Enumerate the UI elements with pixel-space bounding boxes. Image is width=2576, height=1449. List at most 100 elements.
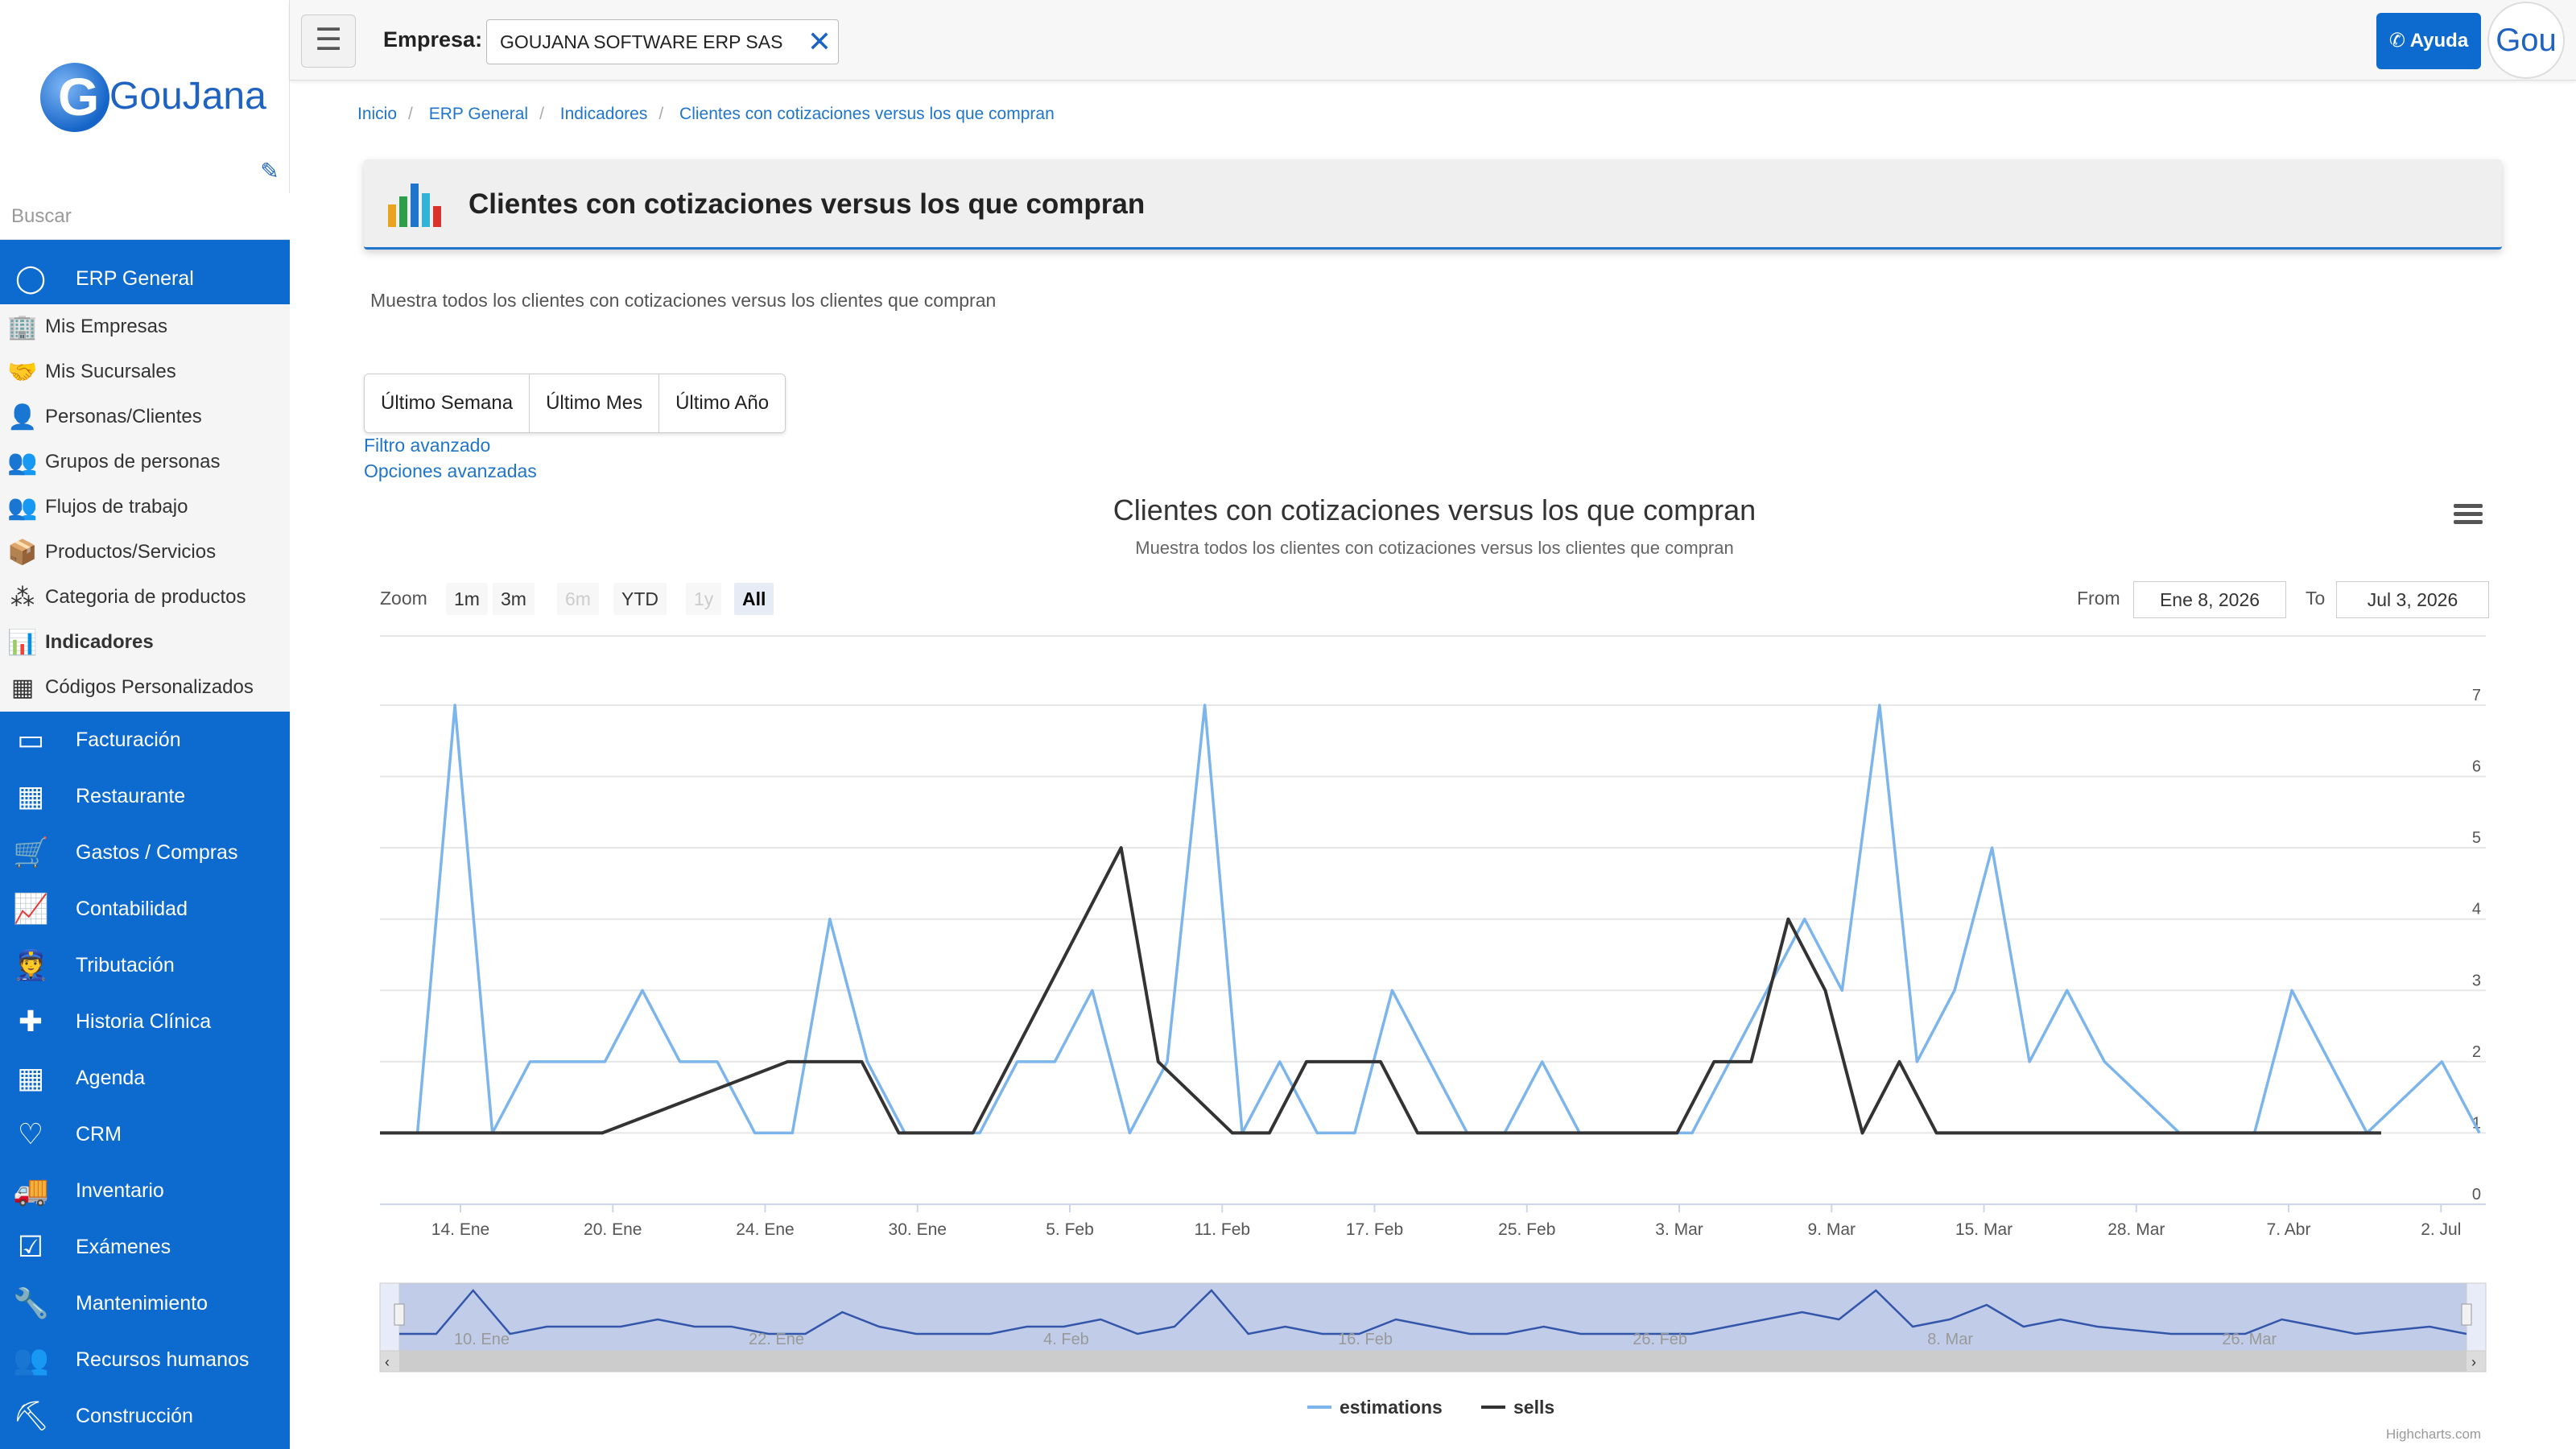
people-icon: 👥 <box>13 1343 49 1376</box>
y-tick-label: 6 <box>2472 758 2481 776</box>
sidebar-item-contabilidad[interactable]: 📈 Contabilidad <box>0 881 290 937</box>
zoom-1m-button[interactable]: 1m <box>446 583 488 615</box>
empresa-label: Empresa: <box>383 27 483 52</box>
x-tick-label: 20. Ene <box>584 1220 642 1239</box>
navigator-label: 10. Ene <box>454 1331 510 1348</box>
last-month-button[interactable]: Último Mes <box>530 374 660 432</box>
navigator-handle-left <box>394 1303 405 1326</box>
x-tick-label: 25. Feb <box>1498 1220 1555 1239</box>
chart-container: Clientes con cotizaciones versus los que… <box>364 480 2492 1449</box>
sidebar-item-label: Inventario <box>76 1179 164 1202</box>
sidebar-item-agenda[interactable]: ▦ Agenda <box>0 1050 290 1106</box>
calendar-icon: ▦ <box>16 1061 44 1094</box>
chart-menu-icon[interactable] <box>2452 501 2484 528</box>
navigator-label: 26. Feb <box>1633 1331 1687 1348</box>
clear-icon[interactable]: ✕ <box>807 25 832 58</box>
advanced-options-link[interactable]: Opciones avanzadas <box>364 460 537 481</box>
sidebar-item-label: Facturación <box>76 728 181 751</box>
x-tick-label: 24. Ene <box>736 1220 794 1239</box>
zoom-6m-button[interactable]: 6m <box>557 583 599 615</box>
advanced-filter-link[interactable]: Filtro avanzado <box>364 435 491 456</box>
sidebar-item-c-digos-personalizados[interactable]: ▦ Códigos Personalizados <box>0 665 290 710</box>
scroll-right-arrow: › <box>2471 1354 2476 1370</box>
sidebar-item-label: Gastos / Compras <box>76 840 238 864</box>
chart-credits[interactable]: Highcharts.com <box>2386 1426 2482 1442</box>
x-tick-label: 7. Abr <box>2267 1220 2311 1239</box>
sidebar-section-erp-general[interactable]: ◯ ERP General <box>0 251 290 306</box>
sidebar-item-inventario[interactable]: 🚚 Inventario <box>0 1162 290 1219</box>
sidebar-item-mis-empresas[interactable]: 🏢 Mis Empresas <box>0 304 290 349</box>
sidebar-item-historia-cl-nica[interactable]: ✚ Historia Clínica <box>0 993 290 1050</box>
sidebar-item-recursos-humanos[interactable]: 👥 Recursos humanos <box>0 1331 290 1388</box>
sidebar-item-crm[interactable]: ♡ CRM <box>0 1106 290 1162</box>
last-week-button[interactable]: Último Semana <box>365 374 530 432</box>
sidebar-item-restaurante[interactable]: ▦ Restaurante <box>0 768 290 824</box>
check-square-icon: ☑ <box>17 1230 44 1263</box>
person-icon: 👤 <box>7 403 38 431</box>
avatar[interactable]: Gou <box>2487 2 2565 79</box>
sidebar-item-label: Mantenimiento <box>76 1291 208 1315</box>
chart-subtitle: Muestra todos los clientes con cotizacio… <box>1135 538 1733 558</box>
navigator-selection <box>398 1282 2467 1352</box>
breadcrumb-inicio[interactable]: Inicio <box>357 105 398 123</box>
sidebar-item-label: Flujos de trabajo <box>45 496 188 518</box>
tree-icon: ⁂ <box>10 584 35 611</box>
x-tick-label: 9. Mar <box>1808 1220 1856 1239</box>
box-icon: 📦 <box>7 539 38 566</box>
sidebar-item-productos-servicios[interactable]: 📦 Productos/Servicios <box>0 530 290 575</box>
page-title: Clientes con cotizaciones versus los que… <box>469 188 1146 220</box>
sidebar-item-label: Agenda <box>76 1066 146 1089</box>
from-date-input[interactable]: Ene 8, 2026 <box>2133 581 2286 618</box>
goujana-logo[interactable]: G GouJana <box>40 63 266 132</box>
sidebar-item-personas-clientes[interactable]: 👤 Personas/Clientes <box>0 394 290 440</box>
navigator-label: 8. Mar <box>1927 1331 1973 1348</box>
hamburger-menu-button[interactable]: ☰ <box>301 14 356 68</box>
sidebar-item-gastos-compras[interactable]: 🛒 Gastos / Compras <box>0 824 290 881</box>
last-year-button[interactable]: Último Año <box>659 374 786 432</box>
empresa-select[interactable]: GOUJANA SOFTWARE ERP SAS ✕ <box>486 19 839 64</box>
sidebar-item-label: Mis Sucursales <box>45 361 176 382</box>
legend-sells-label: sells <box>1513 1397 1554 1418</box>
zoom-3m-button[interactable]: 3m <box>493 583 535 615</box>
help-button[interactable]: ✆ Ayuda <box>2376 13 2481 69</box>
zoom-ytd-button[interactable]: YTD <box>613 583 667 615</box>
sidebar-item-label: Grupos de personas <box>45 451 221 473</box>
x-tick-label: 14. Ene <box>431 1220 489 1239</box>
pencil-icon[interactable]: ✎ <box>260 159 279 184</box>
from-label: From <box>2077 588 2120 609</box>
sidebar-item-label: Mis Empresas <box>45 316 168 337</box>
sidebar-item-mis-sucursales[interactable]: 🤝 Mis Sucursales <box>0 349 290 394</box>
x-tick-label: 15. Mar <box>1955 1220 2013 1239</box>
help-label: Ayuda <box>2409 30 2469 52</box>
breadcrumb-indicadores[interactable]: Indicadores <box>559 105 648 123</box>
sidebar-item-ex-menes[interactable]: ☑ Exámenes <box>0 1219 290 1275</box>
sidebar: G GouJana ✎ ◯ ERP General 🏢 Mis Empresas 🤝… <box>0 0 290 1449</box>
sidebar-search-input[interactable] <box>0 193 290 240</box>
period-button-group: Último Semana Último Mes Último Año <box>364 374 786 433</box>
logo-text: GouJana <box>109 75 266 118</box>
sidebar-item-grupos-de-personas[interactable]: 👥 Grupos de personas <box>0 440 290 485</box>
sidebar-item-flujos-de-trabajo[interactable]: 👥 Flujos de trabajo <box>0 485 290 530</box>
sidebar-item-label: Categoria de productos <box>45 586 246 608</box>
zoom-all-button[interactable]: All <box>734 583 774 615</box>
y-tick-label: 4 <box>2472 901 2481 919</box>
breadcrumb-current[interactable]: Clientes con cotizaciones versus los que… <box>679 105 1055 123</box>
sidebar-item-facturaci-n[interactable]: ▭ Facturación <box>0 712 290 768</box>
excavator-icon: ⛏ <box>13 1399 50 1432</box>
sidebar-item-categoria-de-productos[interactable]: ⁂ Categoria de productos <box>0 575 290 620</box>
breadcrumb-erp-general[interactable]: ERP General <box>428 105 529 123</box>
zoom-1y-button[interactable]: 1y <box>686 583 722 615</box>
sidebar-item-tributaci-n[interactable]: 👮 Tributación <box>0 937 290 993</box>
sidebar-item-indicadores[interactable]: 📊 Indicadores <box>0 620 290 665</box>
to-date-input[interactable]: Jul 3, 2026 <box>2336 581 2489 618</box>
sidebar-header: G GouJana ✎ <box>0 0 290 193</box>
sidebar-item-mantenimiento[interactable]: 🔧 Mantenimiento <box>0 1275 290 1331</box>
x-tick-label: 11. Feb <box>1194 1220 1250 1239</box>
top-bar: ☰ Empresa: GOUJANA SOFTWARE ERP SAS ✕ ✆ … <box>290 0 2576 80</box>
building-icon: 🏢 <box>7 313 38 341</box>
sidebar-item-construcci-n[interactable]: ⛏ Construcción <box>0 1388 290 1444</box>
x-tick-label: 28. Mar <box>2107 1220 2165 1239</box>
navigator-label: 4. Feb <box>1043 1331 1089 1348</box>
sidebar-item-label: Exámenes <box>76 1235 171 1258</box>
navigator-background <box>379 1282 2487 1352</box>
